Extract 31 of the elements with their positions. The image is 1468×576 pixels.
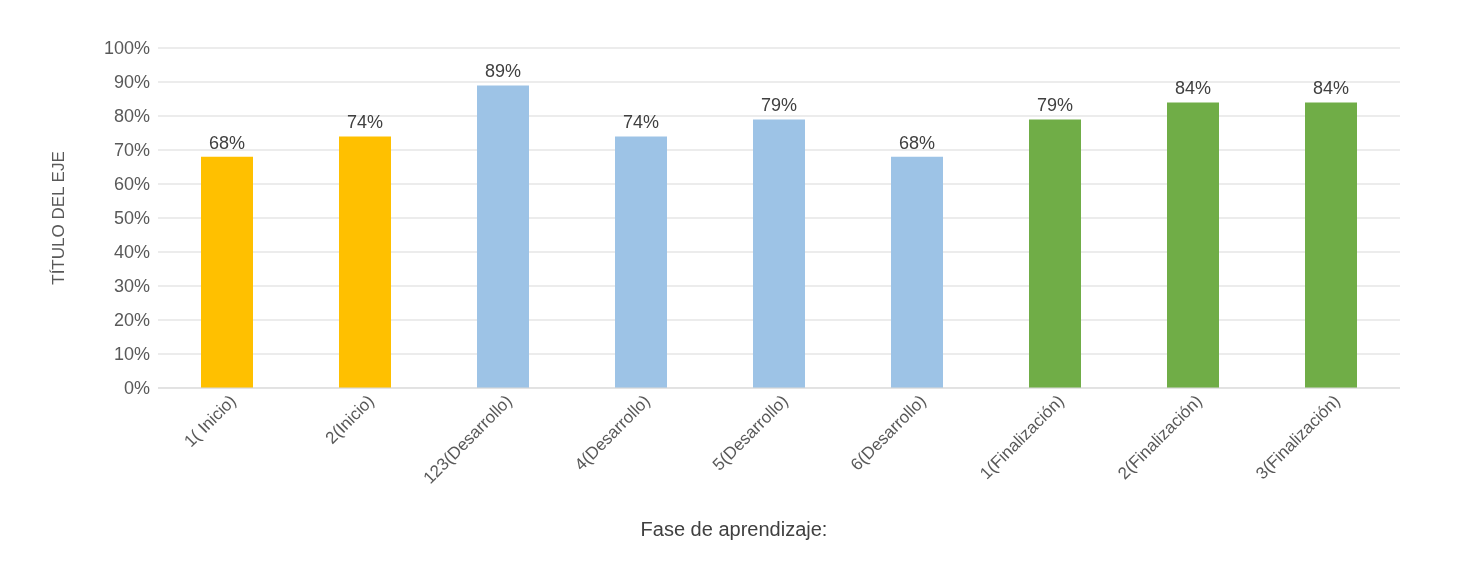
bar: [201, 156, 253, 388]
y-tick-label: 70%: [113, 140, 150, 161]
data-label: 68%: [208, 132, 246, 153]
y-tick-label: 80%: [113, 106, 150, 127]
x-axis-title: Fase de aprendizaje:: [639, 518, 829, 541]
y-tick-label: 100%: [103, 38, 150, 59]
bar: [477, 85, 529, 388]
data-label: 74%: [622, 112, 660, 133]
y-tick-label: 60%: [113, 174, 150, 195]
data-label: 84%: [1174, 78, 1212, 99]
y-tick-label: 20%: [113, 310, 150, 331]
y-tick-label: 30%: [113, 276, 150, 297]
y-tick-label: 90%: [113, 72, 150, 93]
y-tick-label: 0%: [123, 378, 150, 399]
data-label: 79%: [760, 95, 798, 116]
data-label: 68%: [898, 132, 936, 153]
bar: [1029, 119, 1081, 388]
y-tick-label: 40%: [113, 242, 150, 263]
bar: [753, 119, 805, 388]
bar: [891, 156, 943, 388]
data-label: 74%: [346, 112, 384, 133]
data-label: 84%: [1312, 78, 1350, 99]
y-tick-label: 50%: [113, 208, 150, 229]
bar: [339, 136, 391, 388]
data-label: 79%: [1036, 95, 1074, 116]
bar: [1167, 102, 1219, 388]
bar: [615, 136, 667, 388]
y-axis-title: TÍTULO DEL EJE: [49, 151, 69, 285]
data-label: 89%: [484, 61, 522, 82]
bar: [1305, 102, 1357, 388]
y-tick-label: 10%: [113, 344, 150, 365]
